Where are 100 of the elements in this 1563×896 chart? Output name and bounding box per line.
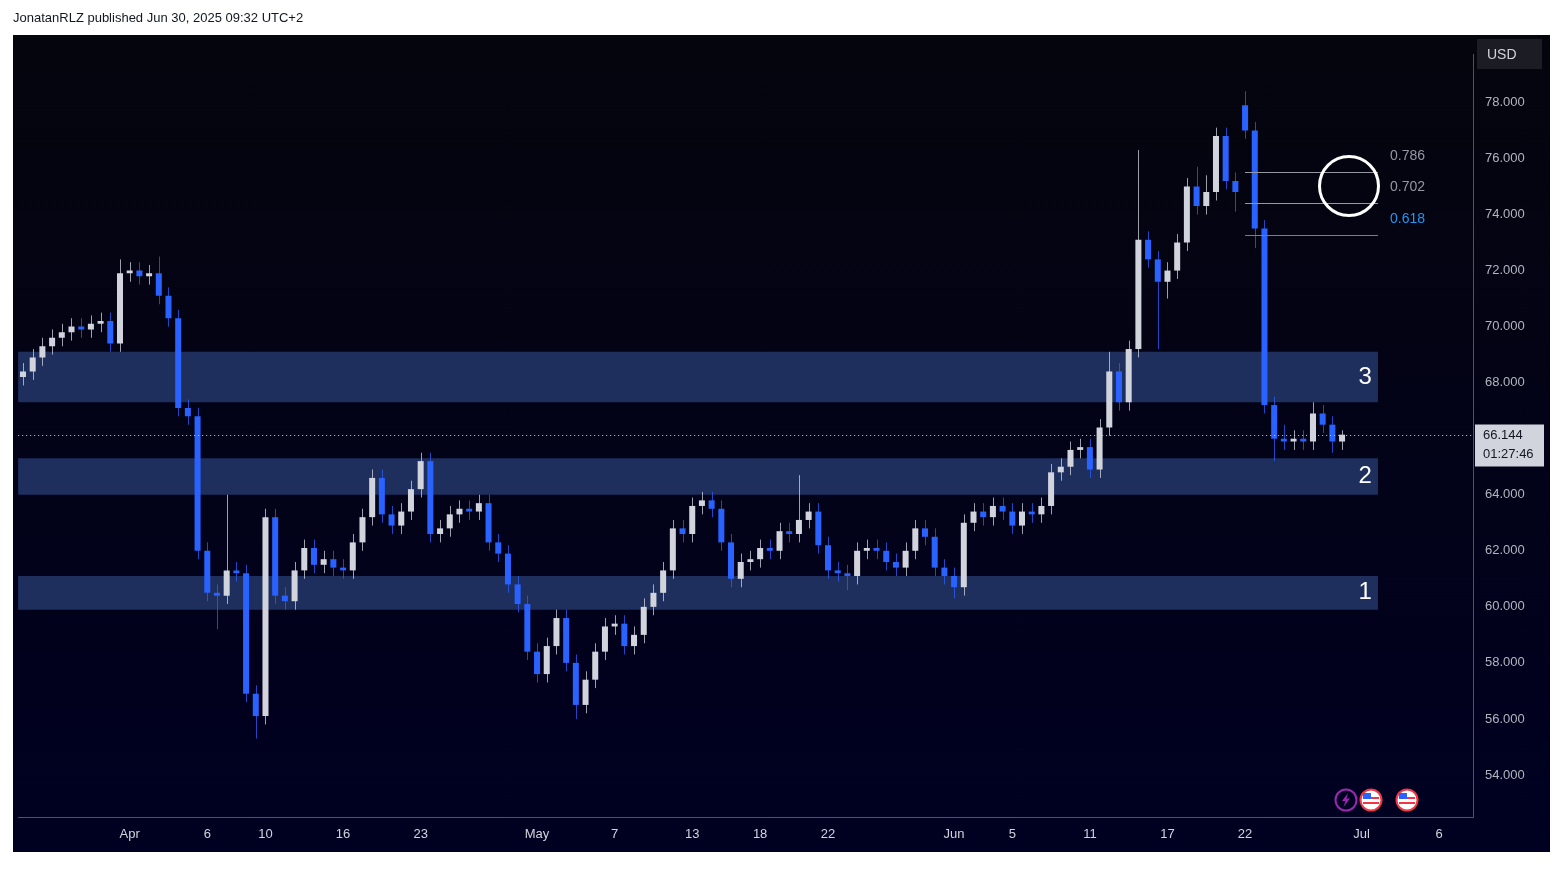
candlestick bbox=[466, 499, 473, 521]
x-tick-label: Jul bbox=[1353, 826, 1370, 842]
x-tick-label: 23 bbox=[413, 826, 428, 842]
x-tick-label: 18 bbox=[752, 826, 768, 842]
candlestick bbox=[892, 553, 899, 577]
x-tick-label: Jun bbox=[943, 826, 965, 842]
candlestick bbox=[1193, 166, 1200, 216]
y-tick-label: 76.000 bbox=[1485, 150, 1525, 166]
candlestick bbox=[631, 625, 638, 655]
candlestick bbox=[737, 553, 744, 588]
candlestick bbox=[989, 497, 996, 527]
x-tick-label: 16 bbox=[335, 826, 351, 842]
candlestick bbox=[679, 519, 686, 543]
band-label: 1 bbox=[1358, 577, 1372, 605]
y-tick-label: 58.000 bbox=[1485, 654, 1525, 670]
candlestick bbox=[165, 286, 172, 328]
y-tick-label: 60.000 bbox=[1485, 598, 1525, 614]
x-tick-label: May bbox=[524, 826, 550, 842]
candlestick bbox=[388, 505, 395, 535]
y-tick-label: 74.000 bbox=[1485, 206, 1525, 222]
candlestick bbox=[999, 497, 1006, 521]
band-label: 2 bbox=[1358, 461, 1372, 489]
y-tick-label: 56.000 bbox=[1485, 710, 1525, 726]
x-tick-label: 11 bbox=[1083, 826, 1097, 842]
candlestick bbox=[49, 328, 56, 356]
candlestick bbox=[213, 583, 220, 630]
candlestick bbox=[941, 558, 948, 585]
candlestick bbox=[107, 312, 114, 353]
candlestick bbox=[437, 519, 444, 543]
candlestick bbox=[155, 256, 162, 305]
candlestick bbox=[1067, 441, 1074, 476]
y-tick-label: 62.000 bbox=[1485, 542, 1525, 558]
candlestick bbox=[1232, 171, 1239, 213]
ref-line-label: 66.144 bbox=[1483, 427, 1523, 443]
candlestick bbox=[863, 539, 870, 560]
candlestick bbox=[97, 312, 104, 333]
candlestick bbox=[650, 583, 657, 616]
candlestick bbox=[1280, 424, 1287, 451]
candlestick bbox=[495, 533, 502, 563]
candlestick bbox=[446, 505, 453, 538]
y-tick-label: 78.000 bbox=[1485, 94, 1525, 110]
candlestick bbox=[398, 502, 405, 535]
candlestick bbox=[184, 398, 191, 426]
candlestick bbox=[951, 567, 958, 599]
annotation: 0.618 bbox=[1389, 209, 1426, 226]
candlestick bbox=[844, 564, 851, 591]
candlestick bbox=[660, 561, 667, 602]
candlestick bbox=[1077, 438, 1084, 459]
candlestick bbox=[776, 522, 783, 560]
candlestick bbox=[970, 502, 977, 532]
candlestick bbox=[1300, 429, 1307, 451]
candlestick bbox=[1009, 502, 1016, 535]
candlestick bbox=[514, 575, 521, 613]
x-tick-label: 6 bbox=[1435, 826, 1443, 842]
chart-title: JonatanRLZ published Jun 30, 2025 09:32 UTC+2 bbox=[12, 9, 305, 27]
y-tick-label: 68.000 bbox=[1485, 374, 1525, 390]
candlestick bbox=[233, 561, 240, 583]
candlestick bbox=[146, 264, 153, 286]
candlestick bbox=[786, 522, 793, 543]
candlestick bbox=[39, 337, 46, 367]
candlestick bbox=[747, 550, 754, 571]
candlestick bbox=[708, 491, 715, 518]
candlestick bbox=[621, 614, 628, 655]
candlestick bbox=[330, 550, 337, 577]
candlestick bbox=[29, 348, 36, 381]
candlestick bbox=[19, 362, 27, 386]
x-tick-label: 7 bbox=[611, 826, 619, 842]
x-tick-label: 22 bbox=[1237, 826, 1253, 842]
candlestick bbox=[407, 480, 414, 521]
candlestick bbox=[873, 539, 880, 560]
candlestick bbox=[912, 519, 919, 560]
candlestick bbox=[534, 642, 541, 683]
candlestick bbox=[1145, 230, 1152, 269]
band-label: 3 bbox=[1358, 361, 1372, 389]
candlestick bbox=[1203, 174, 1210, 216]
y-tick-label: 72.000 bbox=[1485, 262, 1525, 278]
x-tick-label: 13 bbox=[685, 826, 700, 842]
y-tick-label: 70.000 bbox=[1485, 318, 1525, 334]
y-tick-label: 64.000 bbox=[1485, 486, 1525, 502]
candlestick bbox=[301, 539, 308, 580]
candlestick bbox=[1086, 438, 1093, 479]
x-tick-label: 5 bbox=[1008, 826, 1016, 842]
annotation: 0.702 bbox=[1389, 177, 1426, 194]
candlestick bbox=[834, 561, 841, 583]
y-tick-label: 54.000 bbox=[1485, 766, 1525, 782]
candlestick bbox=[805, 502, 812, 529]
x-tick-label: Apr bbox=[119, 826, 141, 842]
x-tick-label: 6 bbox=[203, 826, 211, 842]
candlestick bbox=[1038, 497, 1045, 524]
candlestick bbox=[58, 323, 65, 347]
candlestick bbox=[766, 539, 773, 560]
candlestick bbox=[475, 494, 482, 521]
candlestick bbox=[1154, 250, 1161, 350]
candlestick bbox=[902, 541, 909, 577]
candlestick bbox=[310, 539, 317, 574]
candlestick bbox=[795, 474, 802, 543]
x-tick-label: 10 bbox=[258, 826, 273, 842]
candlestick bbox=[1018, 502, 1025, 535]
y-axis-title: USD bbox=[1487, 45, 1517, 62]
candlestick bbox=[883, 541, 890, 571]
